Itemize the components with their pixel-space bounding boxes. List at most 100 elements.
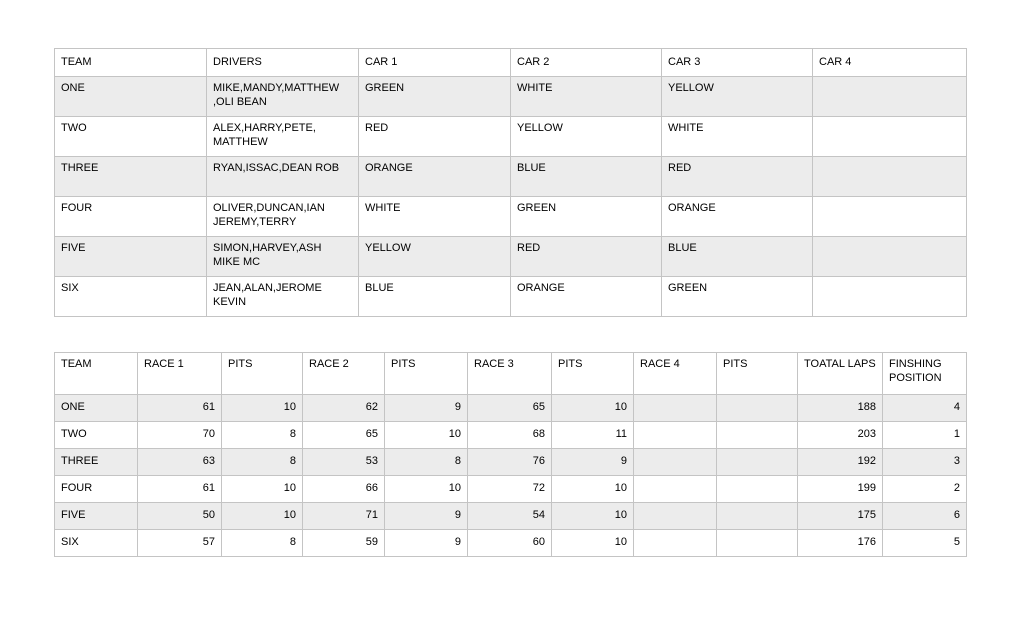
teams-table-row: ONE MIKE,MANDY,MATTHEW,OLI BEAN GREEN WHITE… [54,76,967,117]
cell-value: 9 [384,394,468,422]
cell-car2: WHITE [510,76,662,117]
cell-value: 8 [221,421,303,449]
results-table-row: SIX 57 8 59 9 60 10 176 5 [54,529,967,557]
cell-car2: GREEN [510,196,662,237]
cell-value [633,421,717,449]
teams-column-header: CAR 1 [358,48,511,77]
teams-column-header: CAR 4 [812,48,967,77]
results-column-header: FINSHING POSITION [882,352,967,395]
cell-value [633,394,717,422]
cell-car3: YELLOW [661,76,813,117]
cell-value: 61 [137,475,222,503]
cell-car1: GREEN [358,76,511,117]
cell-value: 65 [302,421,385,449]
results-column-header: PITS [221,352,303,395]
cell-team: SIX [54,276,207,317]
results-table-body: ONE 61 10 62 9 65 10 188 4 TWO 70 8 65 10 68 11 203 1 THRE… [54,394,967,557]
results-table-row: TWO 70 8 65 10 68 11 203 1 [54,421,967,449]
cell-value: 59 [302,529,385,557]
cell-car1: BLUE [358,276,511,317]
cell-car1: ORANGE [358,156,511,197]
teams-table-row: SIX JEAN,ALAN,JEROME KEVIN BLUE ORANGE GREEN [54,276,967,317]
cell-value: 3 [882,448,967,476]
results-table-row: THREE 63 8 53 8 76 9 192 3 [54,448,967,476]
cell-value: 8 [384,448,468,476]
cell-car4 [812,76,967,117]
teams-drivers-cars-table: TEAM DRIVERS CAR 1 CAR 2 CAR 3 CAR 4 ONE MIKE,… [54,48,967,317]
cell-value: 10 [551,529,634,557]
cell-team: FIVE [54,502,138,530]
cell-value: 10 [551,394,634,422]
cell-drivers: SIMON,HARVEY,ASH MIKE MC [206,236,359,277]
cell-team: TWO [54,421,138,449]
cell-value: 192 [797,448,883,476]
cell-value: 176 [797,529,883,557]
teams-table-row: THREE RYAN,ISSAC,DEAN ROB ORANGE BLUE RED [54,156,967,197]
cell-value: 61 [137,394,222,422]
results-column-header: PITS [384,352,468,395]
teams-table-row: FIVE SIMON,HARVEY,ASH MIKE MC YELLOW RED BLU… [54,236,967,277]
cell-value: 76 [467,448,552,476]
cell-car4 [812,236,967,277]
cell-car3: GREEN [661,276,813,317]
teams-table-row: TWO ALEX,HARRY,PETE, MATTHEW RED YELLOW WHIT… [54,116,967,157]
cell-car4 [812,116,967,157]
cell-drivers: ALEX,HARRY,PETE, MATTHEW [206,116,359,157]
cell-value: 68 [467,421,552,449]
cell-value [716,475,798,503]
teams-table-body: ONE MIKE,MANDY,MATTHEW,OLI BEAN GREEN WHITE… [54,76,967,317]
cell-value [633,529,717,557]
cell-team: THREE [54,156,207,197]
cell-team: FOUR [54,196,207,237]
teams-table-row: FOUR OLIVER,DUNCAN,IAN JEREMY,TERRY WHITE G… [54,196,967,237]
cell-car1: YELLOW [358,236,511,277]
cell-car2: BLUE [510,156,662,197]
cell-car3: WHITE [661,116,813,157]
cell-value: 1 [882,421,967,449]
cell-value: 53 [302,448,385,476]
cell-value: 199 [797,475,883,503]
cell-value: 54 [467,502,552,530]
cell-value: 2 [882,475,967,503]
cell-value: 175 [797,502,883,530]
cell-value: 11 [551,421,634,449]
cell-drivers: RYAN,ISSAC,DEAN ROB [206,156,359,197]
race-results-table: TEAM RACE 1 PITS RACE 2 PITS RACE 3 PITS RACE 4… [54,352,967,557]
cell-team: FOUR [54,475,138,503]
cell-value: 5 [882,529,967,557]
cell-value: 65 [467,394,552,422]
cell-car1: RED [358,116,511,157]
cell-car4 [812,156,967,197]
teams-column-header: DRIVERS [206,48,359,77]
cell-team: SIX [54,529,138,557]
cell-value: 188 [797,394,883,422]
cell-team: ONE [54,76,207,117]
results-table-row: FOUR 61 10 66 10 72 10 199 2 [54,475,967,503]
cell-value: 62 [302,394,385,422]
cell-value: 10 [221,475,303,503]
results-column-header: RACE 4 [633,352,717,395]
cell-value [633,448,717,476]
cell-value: 10 [551,475,634,503]
cell-value: 10 [384,421,468,449]
cell-car2: ORANGE [510,276,662,317]
cell-value: 4 [882,394,967,422]
cell-value: 10 [551,502,634,530]
cell-car1: WHITE [358,196,511,237]
cell-car3: ORANGE [661,196,813,237]
cell-car3: RED [661,156,813,197]
cell-value [716,421,798,449]
cell-team: FIVE [54,236,207,277]
cell-value: 9 [384,502,468,530]
cell-value: 10 [384,475,468,503]
cell-value: 9 [551,448,634,476]
cell-value: 9 [384,529,468,557]
cell-value: 71 [302,502,385,530]
results-column-header: TOATAL LAPS [797,352,883,395]
teams-table-header-row: TEAM DRIVERS CAR 1 CAR 2 CAR 3 CAR 4 [54,48,967,77]
results-table-header-row: TEAM RACE 1 PITS RACE 2 PITS RACE 3 PITS RACE 4… [54,352,967,395]
cell-car4 [812,276,967,317]
cell-value: 70 [137,421,222,449]
cell-value [716,529,798,557]
teams-column-header: CAR 3 [661,48,813,77]
